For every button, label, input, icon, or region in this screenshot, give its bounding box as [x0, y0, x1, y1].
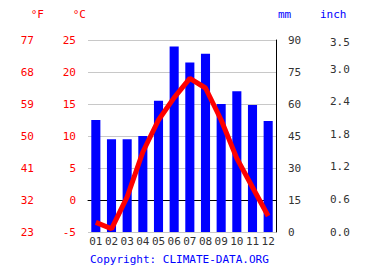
svg-text:0: 0: [288, 226, 295, 239]
svg-text:02: 02: [105, 235, 118, 248]
svg-text:10: 10: [230, 235, 243, 248]
svg-text:2.4: 2.4: [330, 95, 350, 108]
svg-text:15: 15: [288, 194, 301, 207]
svg-text:07: 07: [183, 235, 196, 248]
svg-text:0.6: 0.6: [330, 193, 350, 206]
svg-text:01: 01: [89, 235, 102, 248]
svg-text:08: 08: [199, 235, 212, 248]
svg-text:45: 45: [288, 130, 301, 143]
svg-text:1.2: 1.2: [330, 160, 350, 173]
svg-text:mm: mm: [278, 8, 292, 21]
svg-text:60: 60: [288, 98, 301, 111]
svg-text:3.5: 3.5: [330, 36, 350, 49]
svg-text:50: 50: [21, 130, 34, 143]
svg-text:11: 11: [246, 235, 259, 248]
svg-text:03: 03: [121, 235, 134, 248]
svg-text:12: 12: [262, 235, 275, 248]
svg-text:3.0: 3.0: [330, 63, 350, 76]
svg-text:30: 30: [288, 162, 301, 175]
svg-text:5: 5: [69, 162, 76, 175]
svg-text:°F: °F: [31, 8, 44, 21]
svg-text:-5: -5: [63, 226, 76, 239]
svg-text:0: 0: [69, 194, 76, 207]
svg-text:68: 68: [21, 66, 34, 79]
svg-text:41: 41: [21, 162, 34, 175]
svg-text:23: 23: [21, 226, 34, 239]
svg-text:06: 06: [168, 235, 181, 248]
svg-text:05: 05: [152, 235, 165, 248]
svg-text:10: 10: [63, 130, 76, 143]
svg-text:09: 09: [215, 235, 228, 248]
svg-text:1.8: 1.8: [330, 128, 350, 141]
svg-text:15: 15: [63, 98, 76, 111]
svg-text:0.0: 0.0: [330, 226, 350, 239]
svg-text:25: 25: [63, 34, 76, 47]
svg-text:inch: inch: [320, 8, 347, 21]
svg-text:04: 04: [136, 235, 150, 248]
svg-text:Copyright: CLIMATE-DATA.ORG: Copyright: CLIMATE-DATA.ORG: [90, 253, 269, 266]
svg-text:90: 90: [288, 34, 301, 47]
svg-text:°C: °C: [73, 8, 86, 21]
svg-text:75: 75: [288, 66, 301, 79]
svg-text:59: 59: [21, 98, 34, 111]
svg-text:77: 77: [21, 34, 34, 47]
svg-text:20: 20: [63, 66, 76, 79]
svg-text:32: 32: [21, 194, 34, 207]
